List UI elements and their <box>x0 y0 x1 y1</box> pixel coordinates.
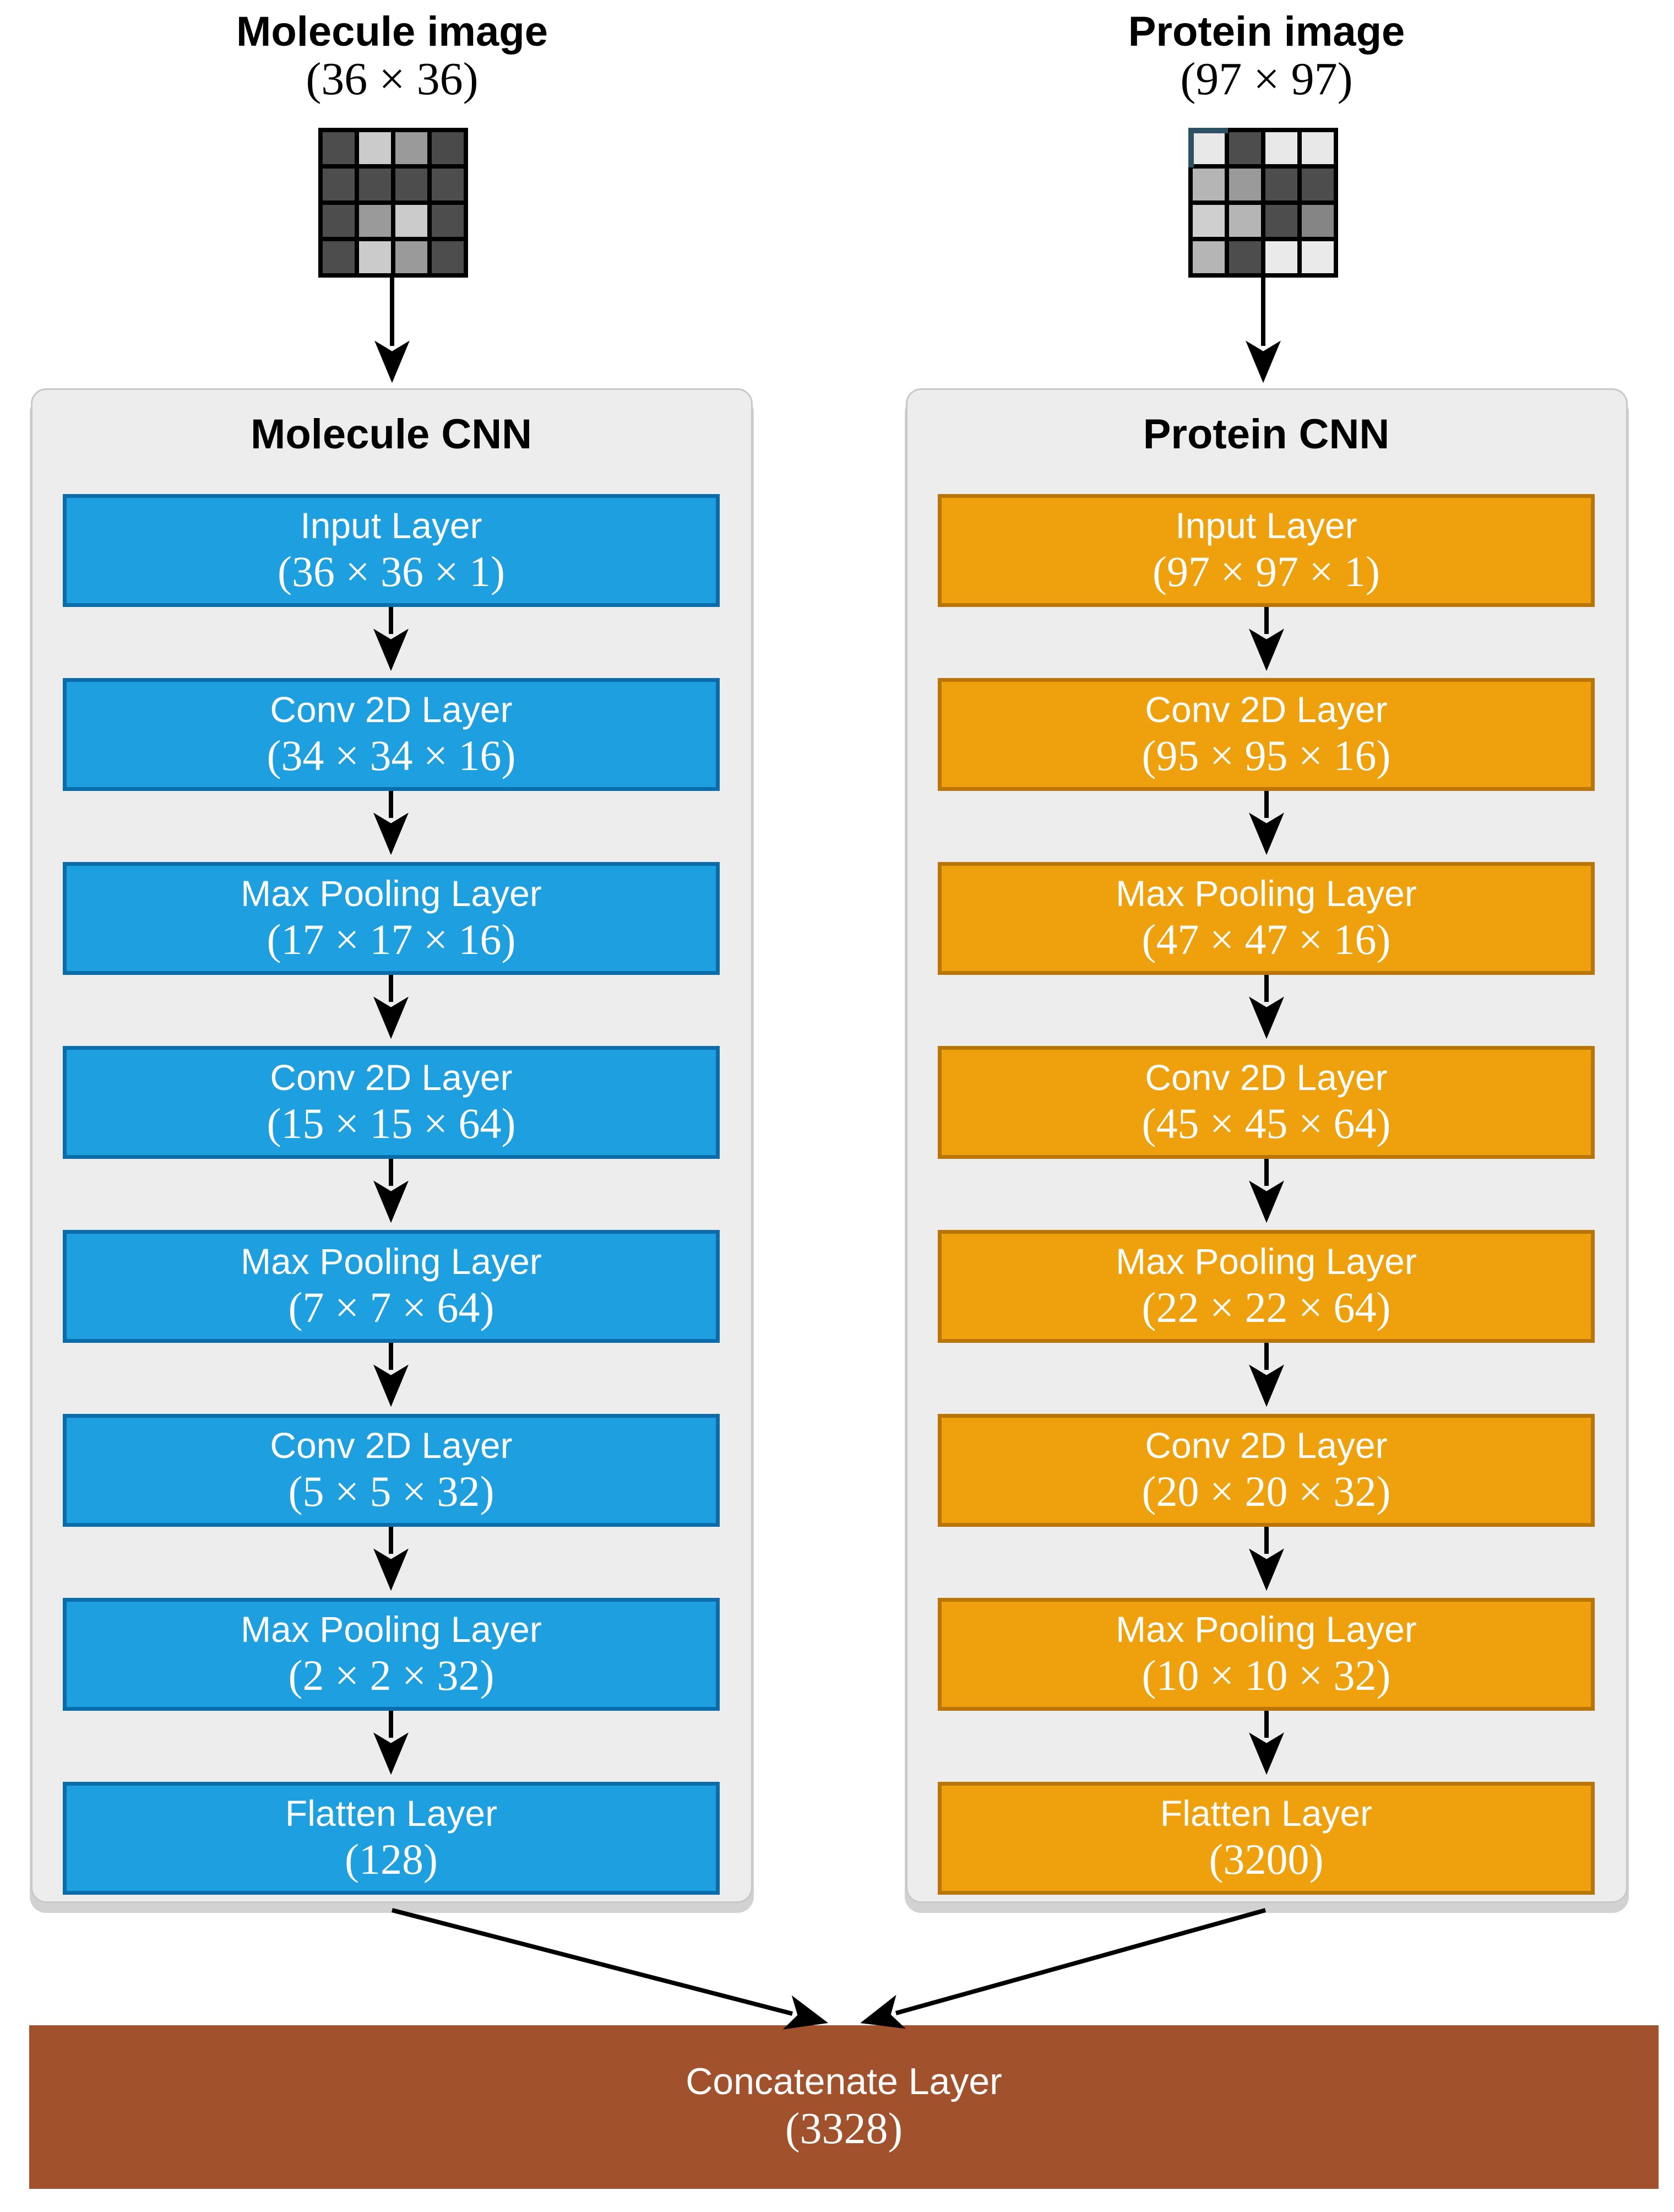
pixel <box>395 205 427 237</box>
pixel <box>432 205 464 237</box>
layer-name: Conv 2D Layer <box>1145 1056 1388 1098</box>
pixel <box>1188 128 1228 167</box>
protein-conv2d-layer-3: Conv 2D Layer (20 × 20 × 32) <box>938 1414 1595 1527</box>
layer-dims: (95 × 95 × 16) <box>1142 731 1391 779</box>
molecule-maxpool-layer-1: Max Pooling Layer (17 × 17 × 16) <box>63 862 720 975</box>
layer-dims: (15 × 15 × 64) <box>267 1099 516 1147</box>
layer-dims: (97 × 97 × 1) <box>1153 547 1380 595</box>
layer-dims: (3328) <box>785 2104 903 2153</box>
layer-name: Flatten Layer <box>285 1792 498 1834</box>
layer-name: Max Pooling Layer <box>241 872 542 914</box>
protein-maxpool-layer-2: Max Pooling Layer (22 × 22 × 64) <box>938 1230 1595 1343</box>
molecule-cnn-title: Molecule CNN <box>251 411 532 458</box>
grid-corner-accent <box>1188 128 1228 167</box>
layer-dims: (17 × 17 × 16) <box>267 915 516 963</box>
pixel <box>1302 241 1334 273</box>
pixel <box>1265 241 1297 273</box>
protein-image-title: Protein image <box>1128 8 1405 55</box>
protein-input-layer: Input Layer (97 × 97 × 1) <box>938 494 1595 607</box>
molecule-flatten-layer: Flatten Layer (128) <box>63 1782 720 1895</box>
layer-dims: (10 × 10 × 32) <box>1142 1651 1391 1699</box>
molecule-conv2d-layer-1: Conv 2D Layer (34 × 34 × 16) <box>63 678 720 791</box>
protein-image-header: Protein image (97 × 97) <box>936 10 1597 105</box>
layer-name: Conv 2D Layer <box>270 1056 513 1098</box>
layer-name: Conv 2D Layer <box>270 1424 513 1466</box>
pixel <box>1302 132 1334 164</box>
layer-dims: (36 × 36 × 1) <box>278 547 505 595</box>
pixel <box>323 169 355 200</box>
molecule-image-dims: (36 × 36) <box>306 53 479 105</box>
pixel <box>1193 205 1225 237</box>
arrow-molecule-to-concat <box>391 1908 829 2030</box>
layer-name: Conv 2D Layer <box>1145 688 1388 730</box>
pixel <box>1229 169 1261 200</box>
layer-name: Conv 2D Layer <box>270 688 513 730</box>
protein-conv2d-layer-1: Conv 2D Layer (95 × 95 × 16) <box>938 678 1595 791</box>
pixel <box>395 132 427 164</box>
layer-name: Conv 2D Layer <box>1145 1424 1388 1466</box>
layer-dims: (128) <box>345 1835 438 1883</box>
layer-name: Flatten Layer <box>1160 1792 1373 1834</box>
pixel <box>323 241 355 273</box>
protein-maxpool-layer-3: Max Pooling Layer (10 × 10 × 32) <box>938 1598 1595 1711</box>
molecule-conv2d-layer-2: Conv 2D Layer (15 × 15 × 64) <box>63 1046 720 1159</box>
pixel <box>1229 205 1261 237</box>
protein-maxpool-layer-1: Max Pooling Layer (47 × 47 × 16) <box>938 862 1595 975</box>
pixel <box>1302 169 1334 200</box>
layer-dims: (22 × 22 × 64) <box>1142 1283 1391 1331</box>
layer-name: Max Pooling Layer <box>241 1608 542 1650</box>
molecule-image-title: Molecule image <box>236 8 548 55</box>
pixel <box>323 205 355 237</box>
molecule-conv2d-layer-3: Conv 2D Layer (5 × 5 × 32) <box>63 1414 720 1527</box>
molecule-maxpool-layer-2: Max Pooling Layer (7 × 7 × 64) <box>63 1230 720 1343</box>
pixel <box>1229 241 1261 273</box>
pixel <box>1265 169 1297 200</box>
pixel <box>359 205 391 237</box>
layer-name: Max Pooling Layer <box>241 1240 542 1282</box>
pixel <box>432 169 464 200</box>
layer-dims: (20 × 20 × 32) <box>1142 1467 1391 1515</box>
pixel <box>359 132 391 164</box>
pixel <box>395 169 427 200</box>
layer-dims: (45 × 45 × 64) <box>1142 1099 1391 1147</box>
pixel <box>1193 169 1225 200</box>
layer-name: Input Layer <box>300 505 482 546</box>
pixel <box>432 132 464 164</box>
layer-name: Max Pooling Layer <box>1116 1608 1417 1650</box>
arrow-protein-to-concat <box>860 1908 1267 2029</box>
pixel <box>323 132 355 164</box>
protein-flatten-layer: Flatten Layer (3200) <box>938 1782 1595 1895</box>
layer-dims: (47 × 47 × 16) <box>1142 915 1391 963</box>
protein-pixel-grid <box>1188 128 1338 278</box>
molecule-image-header: Molecule image (36 × 36) <box>62 10 722 105</box>
layer-name: Max Pooling Layer <box>1116 1240 1417 1282</box>
pixel <box>1193 241 1225 273</box>
pixel <box>395 241 427 273</box>
layer-dims: (7 × 7 × 64) <box>288 1283 494 1331</box>
protein-cnn-title: Protein CNN <box>1143 411 1390 458</box>
layer-name: Concatenate Layer <box>686 2061 1002 2103</box>
layer-dims: (3200) <box>1209 1835 1324 1883</box>
layer-name: Input Layer <box>1175 505 1357 546</box>
pixel <box>1265 205 1297 237</box>
layer-name: Max Pooling Layer <box>1116 872 1417 914</box>
pixel <box>432 241 464 273</box>
molecule-pixel-grid <box>318 128 468 278</box>
molecule-input-layer: Input Layer (36 × 36 × 1) <box>63 494 720 607</box>
protein-conv2d-layer-2: Conv 2D Layer (45 × 45 × 64) <box>938 1046 1595 1159</box>
pixel <box>1229 132 1261 164</box>
pixel <box>359 241 391 273</box>
pixel <box>359 169 391 200</box>
pixel <box>1302 205 1334 237</box>
layer-dims: (5 × 5 × 32) <box>288 1467 494 1515</box>
pixel <box>1265 132 1297 164</box>
concatenate-layer: Concatenate Layer (3328) <box>29 2025 1659 2189</box>
layer-dims: (2 × 2 × 32) <box>288 1651 494 1699</box>
molecule-maxpool-layer-3: Max Pooling Layer (2 × 2 × 32) <box>63 1598 720 1711</box>
protein-image-dims: (97 × 97) <box>1180 53 1353 105</box>
layer-dims: (34 × 34 × 16) <box>267 731 516 779</box>
